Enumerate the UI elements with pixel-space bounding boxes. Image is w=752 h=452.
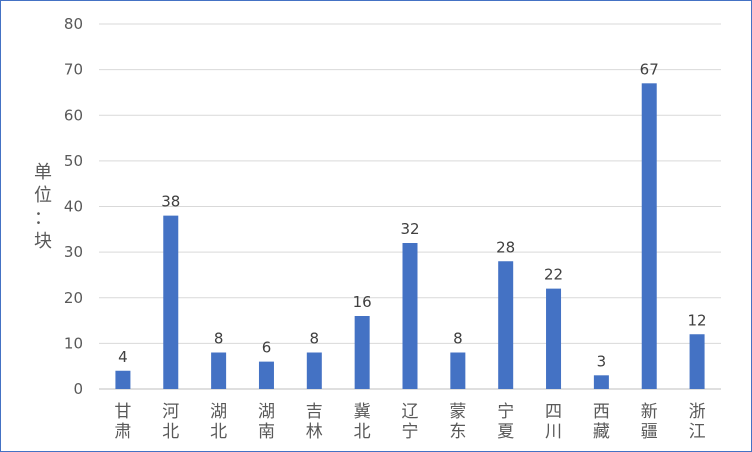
data-labels: 4 38 8 6 8 16 32 8 28 22 3 67 12 (118, 60, 706, 370)
x-tick-label: 浙 (689, 402, 706, 422)
y-axis-label-char: 位 (34, 185, 52, 206)
bar (211, 352, 227, 389)
bar-data-label: 38 (161, 193, 180, 211)
y-tick-label: 50 (64, 152, 83, 170)
y-axis-label-char: ： (34, 208, 52, 229)
x-tick-label: 北 (162, 422, 179, 442)
bar (115, 370, 131, 389)
x-tick-label: 吉 (306, 402, 323, 422)
bar (641, 83, 657, 389)
x-tick-label: 江 (689, 422, 706, 442)
y-tick-label: 70 (64, 61, 83, 79)
bar (163, 215, 179, 389)
bar (546, 288, 562, 389)
bar-data-label: 22 (544, 266, 563, 284)
y-axis-ticks: 0 10 20 30 40 50 60 70 80 (64, 15, 83, 398)
bar (354, 316, 370, 389)
x-tick-label: 林 (306, 422, 323, 442)
bar (258, 361, 274, 389)
y-axis-label-char: 单 (34, 162, 52, 183)
x-tick-label: 宁 (497, 402, 514, 422)
bar-data-label: 8 (310, 330, 320, 348)
bar (450, 352, 466, 389)
y-axis-label-char: 块 (34, 231, 52, 252)
x-tick-label: 东 (449, 422, 466, 442)
bar-data-label: 8 (453, 330, 463, 348)
bar (689, 334, 705, 389)
x-tick-label: 夏 (497, 422, 514, 442)
bar-data-label: 4 (118, 348, 128, 366)
x-tick-label: 北 (210, 422, 227, 442)
y-tick-label: 0 (73, 380, 83, 398)
bar-data-label: 8 (214, 330, 224, 348)
bar (402, 243, 418, 389)
x-tick-label: 宁 (402, 422, 419, 442)
bar-data-label: 6 (262, 339, 272, 357)
bar (593, 375, 609, 389)
bars (115, 83, 705, 389)
bar (498, 261, 514, 389)
x-tick-label: 湖 (258, 402, 275, 422)
y-tick-label: 10 (64, 334, 83, 352)
x-tick-label: 西 (593, 402, 610, 422)
x-tick-label: 甘 (114, 402, 131, 422)
bar-data-label: 28 (496, 238, 515, 256)
x-tick-label: 肃 (114, 422, 131, 442)
y-axis-label: 单位：块 (34, 162, 52, 252)
x-tick-label: 川 (545, 422, 562, 442)
bar-data-label: 12 (688, 311, 707, 329)
x-tick-label: 蒙 (449, 402, 466, 422)
x-tick-label: 藏 (593, 422, 610, 442)
x-tick-label: 北 (354, 422, 371, 442)
y-tick-label: 30 (64, 243, 83, 261)
bar-data-label: 16 (353, 293, 372, 311)
y-tick-label: 40 (64, 198, 83, 216)
y-tick-label: 20 (64, 289, 83, 307)
x-tick-label: 冀 (354, 402, 371, 422)
x-tick-label: 湖 (210, 402, 227, 422)
x-tick-label: 疆 (641, 422, 658, 442)
y-tick-label: 60 (64, 106, 83, 124)
x-tick-label: 南 (258, 422, 275, 442)
x-tick-label: 河 (162, 402, 179, 422)
y-tick-label: 80 (64, 15, 83, 33)
x-tick-label: 新 (641, 402, 658, 422)
bar-data-label: 67 (640, 60, 659, 78)
bar-data-label: 32 (400, 220, 419, 238)
x-tick-label: 四 (545, 402, 562, 422)
bar (306, 352, 322, 389)
x-tick-label: 辽 (402, 402, 419, 422)
bar-data-label: 3 (597, 352, 607, 370)
